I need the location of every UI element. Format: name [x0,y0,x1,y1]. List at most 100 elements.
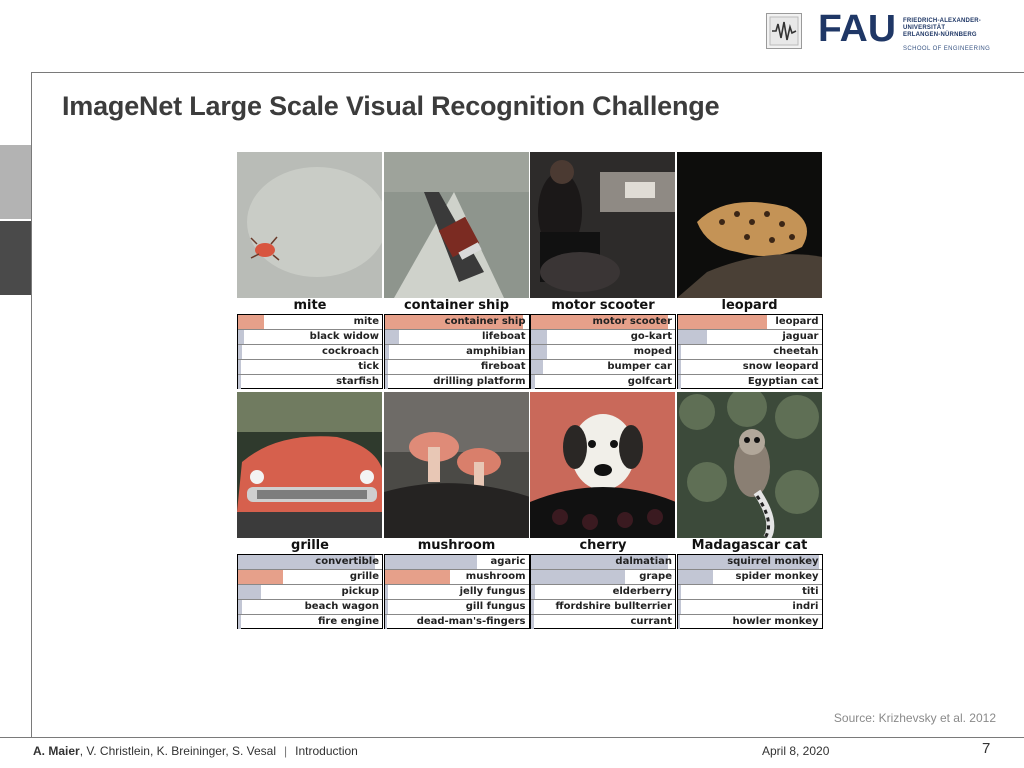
prediction-label: convertible [315,556,379,567]
prediction-row: gill fungus [384,600,529,615]
prediction-label: motor scooter [592,316,672,327]
frame-top-rule [31,72,1024,73]
prediction-list: leopard jaguar cheetah snow leopard Egyptian… [676,314,823,390]
prediction-score-bar [238,585,261,599]
prediction-score-bar [677,345,681,359]
prediction-row: indri [677,600,822,615]
prediction-score-bar [531,555,668,569]
prediction-score-bar [384,615,387,629]
page-number: 7 [982,740,991,757]
prediction-score-bar [531,600,534,614]
frame-bottom-rule [0,737,1024,738]
prediction-row: spider monkey [677,570,822,585]
prediction-label: drilling platform [433,376,526,387]
prediction-row: agaric [384,555,529,570]
prediction-score-bar [677,360,681,374]
prediction-label: snow leopard [742,361,819,372]
prediction-score-bar [384,375,388,389]
prediction-score-bar [531,360,543,374]
prediction-row: pickup [238,585,382,600]
prediction-label: jaguar [782,331,819,342]
footer-date: April 8, 2020 [762,744,830,758]
prediction-row: go-kart [531,330,675,345]
prediction-label: lifeboat [481,331,526,342]
prediction-label: dead-man's-fingers [416,616,526,627]
prediction-score-bar [238,600,242,614]
footer-separator: | [284,744,288,758]
sample-image-drawing [530,152,675,298]
prediction-label: leopard [775,316,819,327]
fau-logo: FAU [818,10,896,46]
prediction-score-bar [238,315,264,329]
fau-logo-mark: FAU [818,10,896,46]
prediction-label: gill fungus [465,601,526,612]
sample-image [237,392,383,538]
prediction-label: moped [633,346,672,357]
prediction-row: tick [238,360,382,375]
prediction-row: black widow [238,330,382,345]
prediction-row: amphibian [384,345,529,360]
waveform-icon [769,16,799,46]
prediction-score-bar [384,345,389,359]
prediction-label: golfcart [627,376,672,387]
prediction-row: jelly fungus [384,585,529,600]
prediction-score-bar [677,570,713,584]
prediction-score-bar [238,330,244,344]
prediction-score-bar [531,585,535,599]
prediction-row: motor scooter [531,315,675,330]
sample-image-drawing [383,152,529,298]
prediction-score-bar [384,555,477,569]
prediction-score-bar [531,315,668,329]
prediction-score-bar [531,375,535,389]
sample-image [383,392,530,538]
prediction-label: go-kart [630,331,672,342]
prediction-row: Egyptian cat [677,375,822,390]
section-name: Introduction [295,744,358,758]
co-authors: , V. Christlein, K. Breininger, S. Vesal [79,744,277,758]
prediction-score-bar [384,315,523,329]
ground-truth-label: cherry [579,538,627,553]
sample-image-drawing [676,392,822,538]
prediction-row: squirrel monkey [677,555,822,570]
prediction-score-bar [677,555,819,569]
prediction-list: mite black widow cockroach tick starfish [237,314,383,389]
prediction-row: moped [531,345,675,360]
prediction-label: squirrel monkey [727,556,819,567]
prediction-label: bumper car [607,361,672,372]
prediction-label: mite [353,316,379,327]
ground-truth-label: mushroom [417,538,496,553]
ground-truth-label: mite [293,298,327,313]
sample-image-drawing [676,152,822,298]
prediction-row: lifeboat [384,330,529,345]
prediction-list: container ship lifeboat amphibian fireboat d… [383,314,530,389]
prediction-label: jelly fungus [459,586,526,597]
frame-left-rule [31,72,32,737]
prediction-list: dalmatian grape elderberry ffordshire bullt… [530,554,676,629]
sample-image [530,392,676,538]
prediction-label: pickup [341,586,379,597]
sample-image [676,152,823,298]
university-name: FRIEDRICH-ALEXANDER- UNIVERSITÄT ERLANGE… [903,18,990,53]
prediction-row: leopard [677,315,822,330]
prediction-score-bar [384,600,388,614]
prediction-label: cockroach [322,346,379,357]
lead-author: A. Maier [33,744,80,758]
university-name-line: ERLANGEN-NÜRNBERG [903,32,977,38]
side-tab [0,145,31,219]
prediction-score-bar [531,615,534,629]
ground-truth-label: Madagascar cat [691,538,808,553]
prediction-score-bar [531,570,625,584]
university-name-line: UNIVERSITÄT [903,25,946,31]
prediction-label: beach wagon [304,601,379,612]
prediction-score-bar [384,570,450,584]
footer-authors: A. Maier, V. Christlein, K. Breininger, … [33,744,358,758]
faculty-logo [766,13,802,49]
prediction-row: convertible [238,555,382,570]
prediction-score-bar [238,615,241,629]
prediction-list: motor scooter go-kart moped bumper car golfc… [530,314,676,389]
university-name-line: FRIEDRICH-ALEXANDER- [903,18,981,24]
source-citation: Source: Krizhevsky et al. 2012 [833,711,996,725]
prediction-label: titi [802,586,819,597]
prediction-label: black widow [309,331,379,342]
prediction-score-bar [677,600,681,614]
